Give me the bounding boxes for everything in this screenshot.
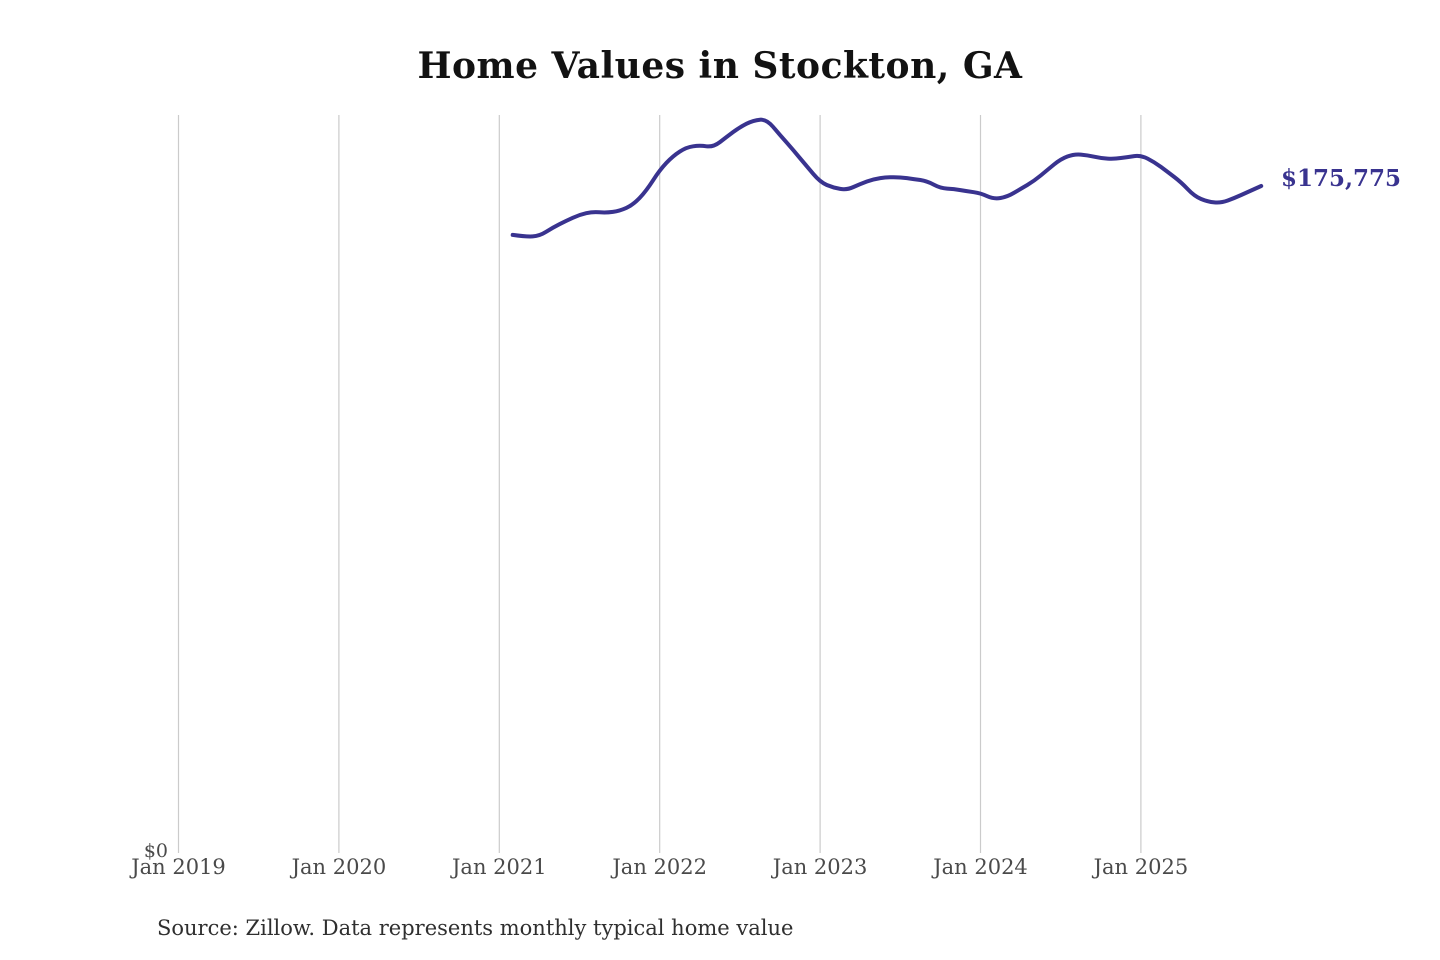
x-axis-label: Jan 2020 [291,855,387,879]
x-axis-label: Jan 2025 [1093,855,1189,879]
home-value-line [510,117,1264,239]
x-axis-label: Jan 2021 [452,855,547,879]
chart-title: Home Values in Stockton, GA [417,45,1023,87]
current-value-label: $175,775 [1281,165,1402,192]
gridlines [177,115,1142,853]
x-axis-label: Jan 2024 [933,855,1028,879]
x-axis-label: Jan 2022 [612,855,707,879]
x-axis-label: Jan 2019 [131,855,226,879]
x-axis-label: Jan 2023 [772,855,868,879]
y-axis-zero-label: $0 [143,840,168,862]
source-note: Source: Zillow. Data represents monthly … [157,916,794,940]
